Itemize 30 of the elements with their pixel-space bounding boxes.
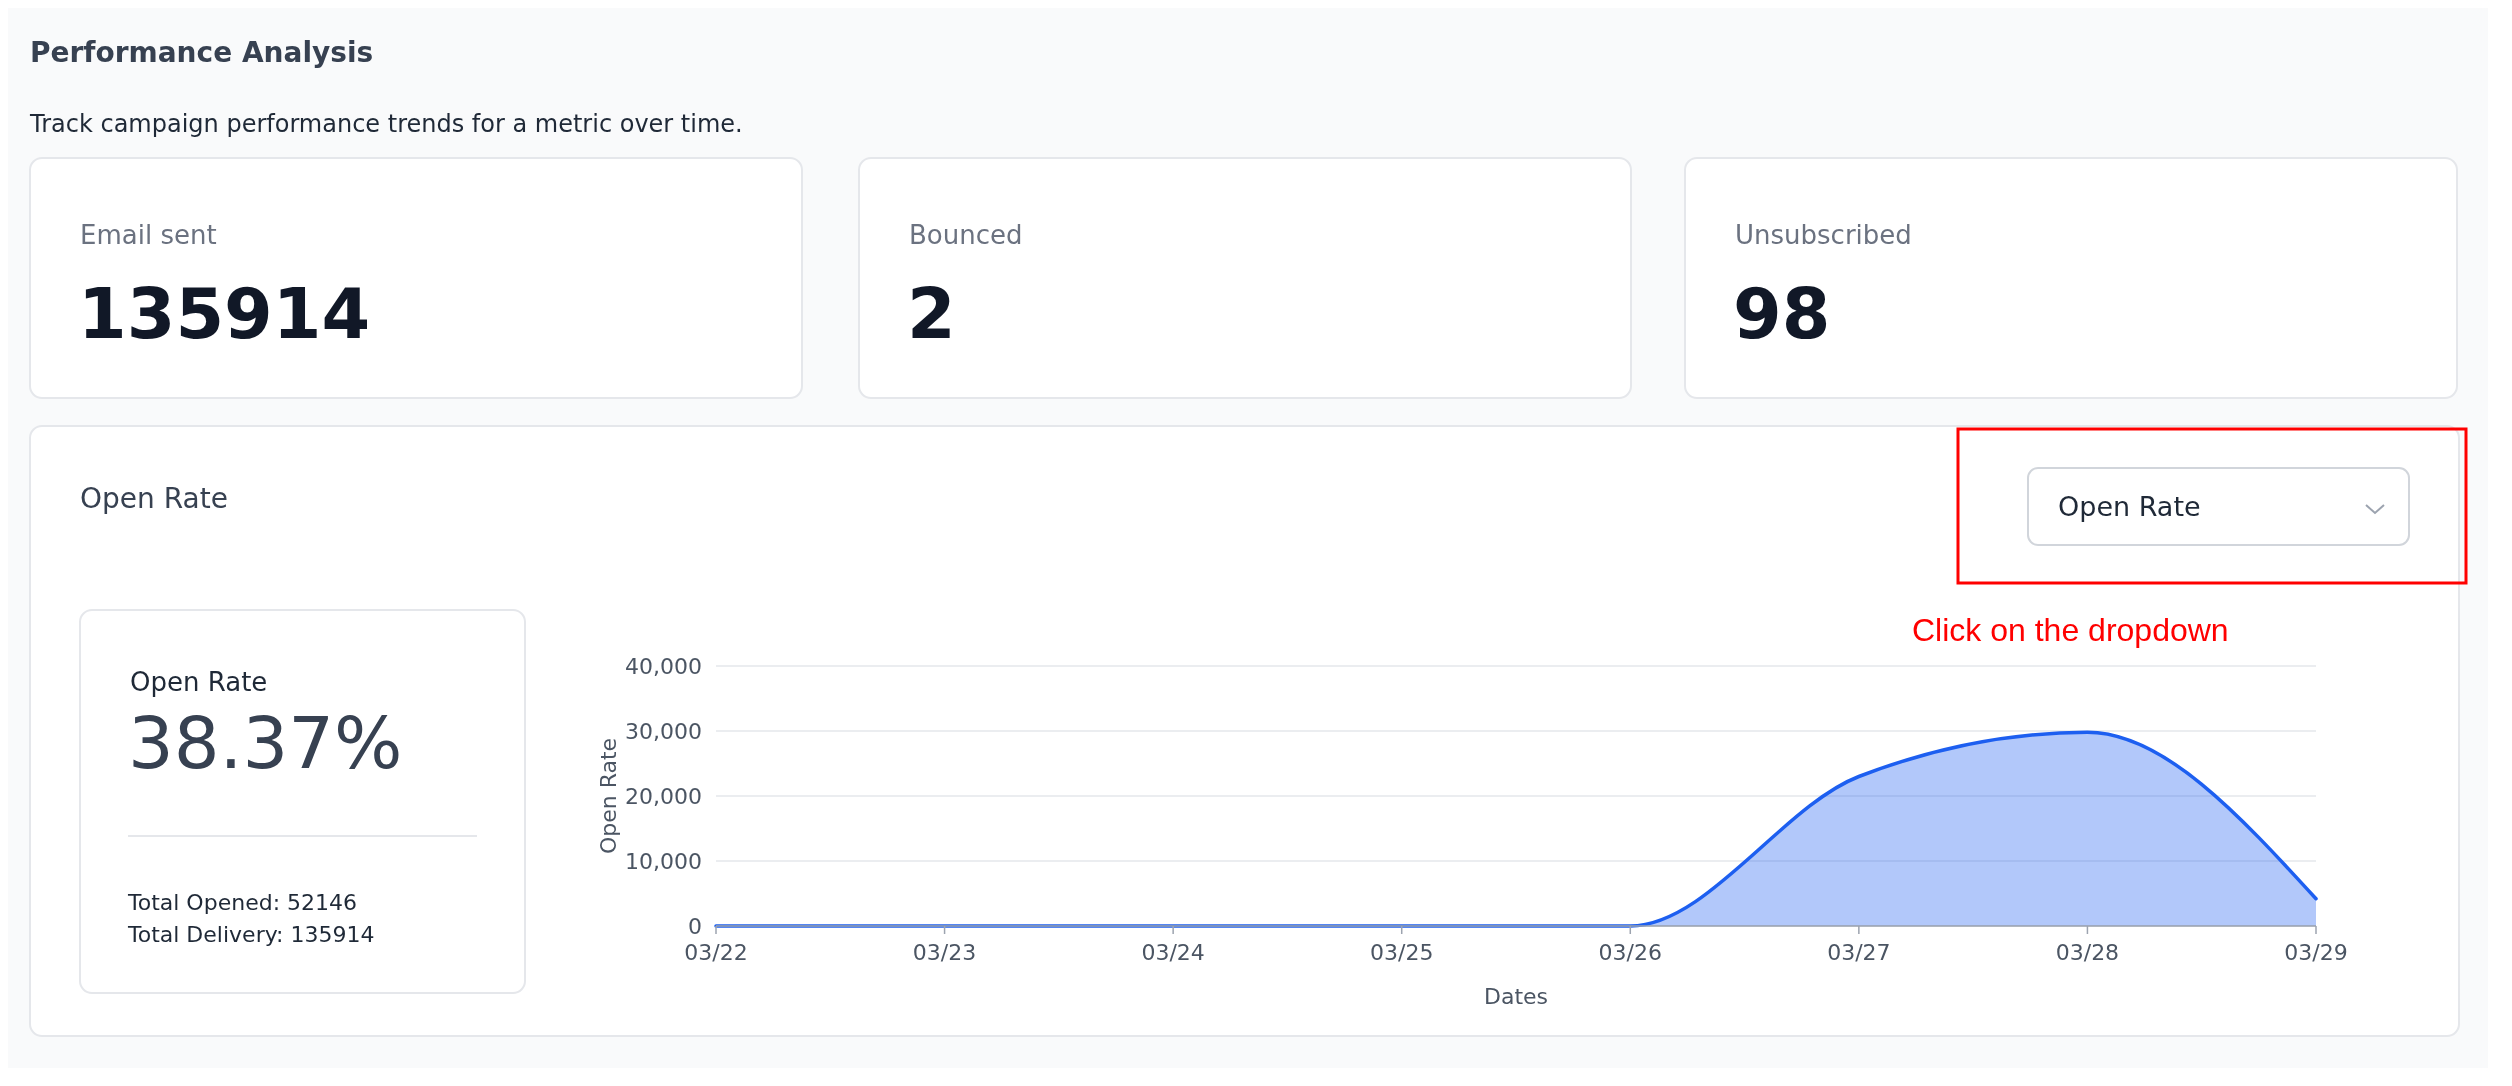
x-tick-label: 03/29	[2284, 940, 2348, 965]
x-tick-label: 03/28	[2055, 940, 2120, 965]
text: Performance Analysis	[30, 36, 374, 69]
text: Open Rate	[130, 667, 268, 697]
x-axis-title: Dates	[1483, 984, 1549, 1009]
y-tick-label: 20,000	[625, 783, 702, 809]
y-tick-label: 10,000	[625, 848, 702, 874]
y-tick-label: 0	[688, 913, 702, 939]
text: Click on the dropdown	[1912, 612, 2229, 648]
x-tick-label: 03/26	[1598, 940, 1662, 965]
text: Open Rate	[2058, 491, 2201, 522]
text: 38.37%	[128, 701, 403, 785]
x-tick-label: 03/23	[912, 940, 977, 965]
text: 135914	[78, 273, 371, 355]
text: Total Delivery: 135914	[127, 922, 375, 947]
y-tick-label: 30,000	[625, 718, 702, 744]
x-tick-label: 03/25	[1370, 940, 1434, 965]
text: Email sent	[80, 220, 217, 250]
text: Total Opened: 52146	[127, 890, 358, 915]
text: Track campaign performance trends for a metric over time.	[29, 110, 743, 138]
text: Bounced	[909, 220, 1023, 250]
x-tick-label: 03/27	[1827, 940, 1891, 965]
x-tick-label: 03/24	[1141, 940, 1205, 965]
text: Open Rate	[80, 482, 228, 515]
text: 2	[907, 273, 956, 355]
text: Unsubscribed	[1735, 220, 1912, 250]
x-tick-label: 03/22	[684, 940, 748, 965]
y-tick-label: 40,000	[625, 653, 702, 679]
text: 98	[1733, 273, 1831, 355]
y-axis-title: Open Rate	[596, 737, 621, 855]
